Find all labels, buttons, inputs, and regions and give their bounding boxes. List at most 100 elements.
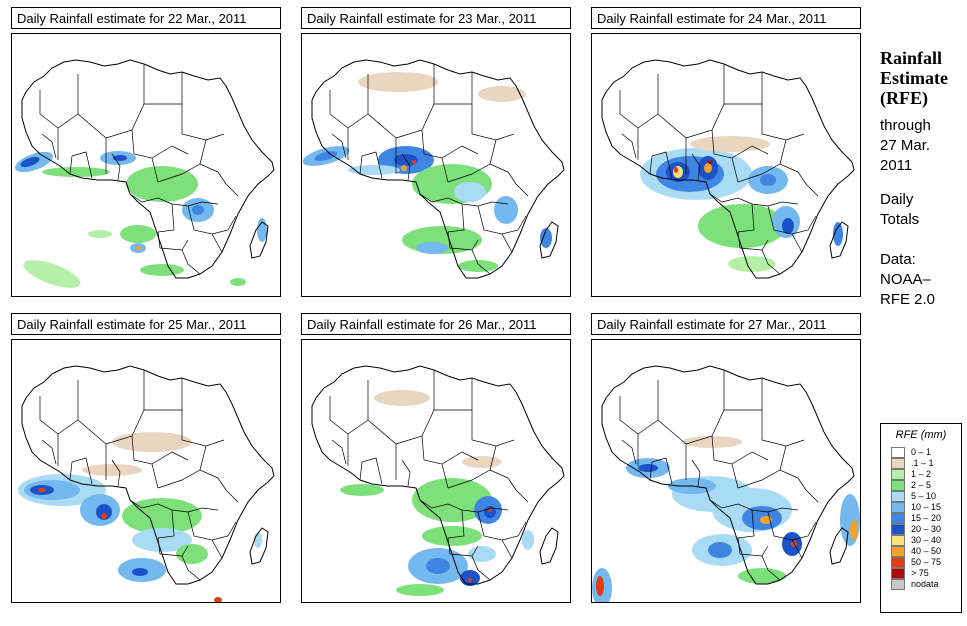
rainfall-blob [113,155,127,161]
rainfall-blob [230,278,246,286]
country-border [711,435,739,489]
text-line: Data: [880,251,916,268]
rainfall-blob [760,174,776,186]
rainfall-blob [132,568,148,576]
country-border [637,380,659,435]
panel-title: Daily Rainfall estimate for 26 Mar., 201… [301,313,571,335]
country-border [211,215,237,235]
text-line: through [880,117,931,134]
country-border [217,477,239,503]
legend-swatch [891,535,905,546]
rainfall-blob [358,72,438,92]
rainfall-blob [214,597,222,602]
legend-label: 1 – 2 [911,469,932,479]
country-border [105,64,145,139]
text-line: 27 Mar. [880,137,931,154]
country-border [724,72,763,105]
country-border [441,145,479,159]
country-border [447,537,479,557]
country-border [41,439,57,465]
country-border [395,370,435,445]
country-border [57,380,79,435]
country-border [157,163,219,183]
rainfall-blob [135,246,141,250]
country-border [737,469,799,489]
country-border [359,457,383,485]
country-border [731,451,769,465]
madagascar-outline [539,221,559,259]
country-border [767,205,803,253]
legend-label: 2 – 5 [911,480,932,490]
africa-coastline [21,365,275,585]
country-border [144,378,183,411]
legend-swatch [891,502,905,513]
country-border [157,203,175,233]
africa-rainfall-map [591,339,861,603]
rainfall-blob [708,160,712,164]
country-border [151,451,189,465]
country-border [329,90,349,160]
rainfall-layer [592,436,860,602]
rainfall-blob [704,163,712,173]
madagascar-outline [249,527,269,565]
country-border [507,477,529,503]
legend-item: nodata [891,579,961,590]
country-border [157,537,189,557]
legend-swatch [891,469,905,480]
africa-rainfall-map [11,33,281,297]
legend-item: 50 – 75 [891,557,961,568]
madagascar-outline [829,527,849,565]
country-border [434,378,473,411]
legend-item: 40 – 50 [891,546,961,557]
rainfall-blob [738,568,786,584]
rainfall-blob [20,156,40,168]
legend-label: > 75 [911,568,929,578]
text-line: Daily [880,191,914,208]
africa-coastline [311,365,565,585]
africa-rainfall-map [591,33,861,297]
africa-rainfall-map [301,339,571,603]
legend-swatch [891,480,905,491]
country-border [501,521,527,541]
rainfall-blob [478,86,526,102]
country-border [41,133,57,159]
country-border [477,511,513,559]
country-border [421,129,449,183]
title-line: (RFE) [880,88,928,108]
legend-label: 40 – 50 [911,546,942,556]
legend-swatch [891,579,905,590]
rainfall-blob [674,167,678,173]
rainfall-blob [850,520,858,540]
legend-swatch [891,568,905,579]
country-border [737,537,769,557]
rainfall-layer [640,136,843,272]
country-border [39,90,59,160]
legend-item: 0 – 1 [891,447,961,458]
country-border [797,477,819,503]
country-border [69,151,93,179]
country-border [621,133,637,159]
rainfall-blob [426,558,450,574]
country-border [144,72,183,105]
legend-item: 20 – 30 [891,524,961,535]
country-border [791,521,817,541]
country-border [401,153,411,181]
country-border [331,133,347,159]
totals-note: Daily Totals [880,190,965,230]
country-border [477,205,513,253]
text-line: Totals [880,211,920,228]
country-border [619,90,639,160]
country-border [471,555,491,581]
country-border [737,163,799,183]
rainfall-blob [23,260,81,288]
country-border [77,113,107,174]
madagascar-outline [539,527,559,565]
country-border [507,171,529,197]
country-border [441,451,479,465]
country-border [767,511,803,559]
panel-title: Daily Rainfall estimate for 23 Mar., 201… [301,7,571,29]
country-border [181,249,201,275]
legend-title: RFE (mm) [895,429,947,441]
legend-swatch [891,524,905,535]
